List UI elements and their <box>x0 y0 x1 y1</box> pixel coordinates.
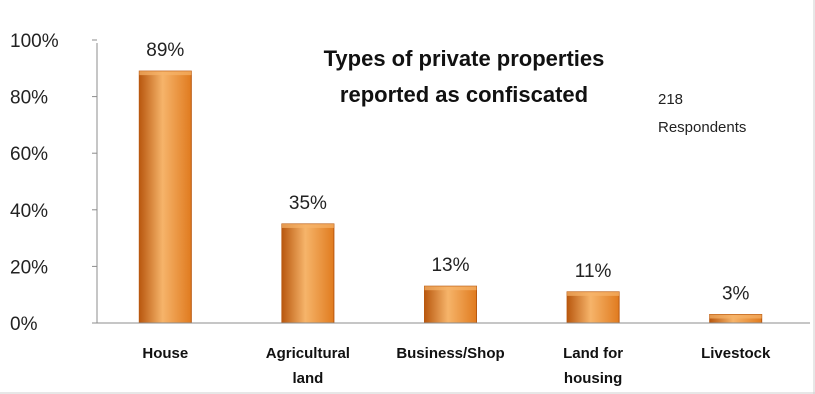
data-label: 3% <box>722 284 750 305</box>
bar-top-highlight <box>281 223 334 228</box>
bar <box>281 223 335 324</box>
bar-top-highlight <box>709 314 762 319</box>
y-tick-label: 80% <box>10 88 48 109</box>
chart-title: Types of private properties reported as … <box>324 46 605 107</box>
respondents-label: Respondents <box>658 119 746 136</box>
bar-top-highlight <box>139 71 192 76</box>
y-tick-label: 100% <box>10 31 59 52</box>
y-tick-label: 20% <box>10 257 48 278</box>
x-tick-label: Agricultural <box>266 345 350 362</box>
data-label: 35% <box>289 193 327 214</box>
respondents-count: 218 <box>658 91 683 108</box>
bar <box>566 291 620 324</box>
bar <box>424 285 477 324</box>
chart-title-line-1: Types of private properties <box>324 46 605 71</box>
data-label: 11% <box>575 261 612 282</box>
y-tick-label: 40% <box>10 201 48 222</box>
chart-title-line-2: reported as confiscated <box>340 82 588 107</box>
axes-layer: 0% 20% 40% 60% 80% 100% House Agricultural land B… <box>10 31 810 387</box>
x-tick-label: Land for <box>563 345 623 362</box>
bar-top-highlight <box>567 291 620 296</box>
y-tick-label: 60% <box>10 144 48 165</box>
data-label: 89% <box>146 40 184 61</box>
respondents-note: 218 Respondents <box>658 91 746 136</box>
x-tick-label: land <box>292 370 323 387</box>
y-tick-label: 0% <box>10 314 38 335</box>
bar <box>138 70 192 324</box>
x-tick-label: housing <box>564 370 622 387</box>
x-tick-label: House <box>142 345 188 362</box>
data-label: 13% <box>431 255 469 276</box>
x-tick-label: Business/Shop <box>396 345 504 362</box>
x-tick-label: Livestock <box>701 345 771 362</box>
bar-top-highlight <box>424 286 477 291</box>
